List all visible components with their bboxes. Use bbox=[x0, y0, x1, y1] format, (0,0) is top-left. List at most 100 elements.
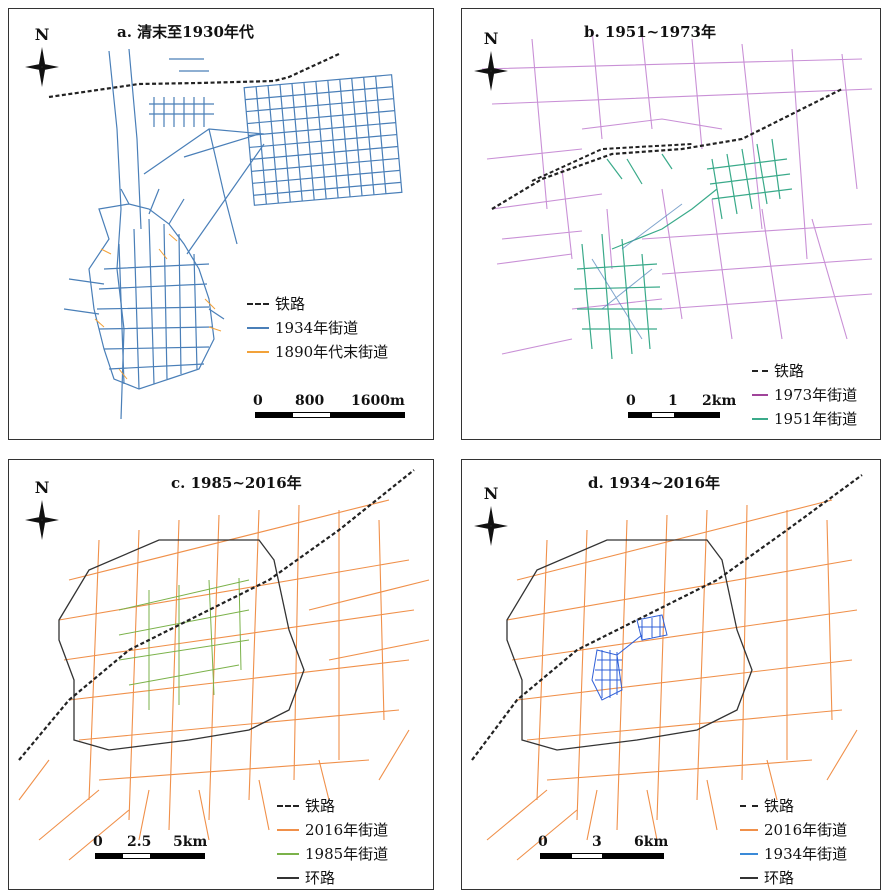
north-arrow: N bbox=[474, 484, 508, 546]
legend-label: 铁路 bbox=[275, 295, 306, 313]
street-map-a bbox=[48, 48, 403, 420]
scale-label-1: 2.5 bbox=[127, 834, 152, 850]
railway-line bbox=[491, 88, 843, 210]
scale-label-2: 5km bbox=[173, 834, 208, 850]
legend-item-1934: 1934年街道 bbox=[740, 842, 847, 866]
legend-item-2016: 2016年街道 bbox=[277, 818, 388, 842]
legend-label: 1985年街道 bbox=[305, 845, 389, 863]
north-arrow: N bbox=[474, 29, 508, 91]
compass-icon bbox=[474, 51, 508, 91]
north-arrow: N bbox=[25, 25, 59, 87]
map-panel-c: c. 1985~2016年 N 铁路 2016年街道 1985年街道 环路 0 … bbox=[8, 459, 434, 890]
compass-icon bbox=[25, 47, 59, 87]
legend-item-ring: 环路 bbox=[740, 866, 847, 890]
ring-road bbox=[506, 539, 753, 751]
legend-item-1973: 1973年街道 bbox=[752, 383, 857, 407]
legend-label: 铁路 bbox=[305, 797, 336, 815]
scale-label-2: 2km bbox=[702, 393, 737, 409]
north-arrow: N bbox=[25, 478, 59, 540]
north-label: N bbox=[34, 25, 50, 44]
railway-spur bbox=[531, 143, 693, 182]
scale-label-1: 800 bbox=[295, 393, 325, 409]
legend-label: 2016年街道 bbox=[305, 821, 389, 839]
railway-swatch bbox=[247, 303, 269, 305]
streets-1890-swatch bbox=[247, 351, 269, 353]
legend-item-railway: 铁路 bbox=[740, 794, 847, 818]
legend-item-1934: 1934年街道 bbox=[247, 316, 388, 340]
scale-bar: 0 3 6km bbox=[538, 834, 688, 864]
panel-title: b. 1951~1973年 bbox=[584, 23, 716, 41]
scale-label-1: 3 bbox=[592, 834, 602, 850]
compass-icon bbox=[25, 500, 59, 540]
scale-label-2: 6km bbox=[634, 834, 669, 850]
legend-label: 2016年街道 bbox=[764, 821, 848, 839]
railway-swatch bbox=[740, 805, 758, 807]
street-map-d bbox=[471, 474, 863, 861]
legend-label: 1973年街道 bbox=[774, 386, 858, 404]
legend-item-1951: 1951年街道 bbox=[752, 407, 857, 431]
scale-label-0: 0 bbox=[253, 393, 263, 409]
legend-label: 铁路 bbox=[764, 797, 795, 815]
legend-label: 环路 bbox=[764, 869, 795, 887]
streets-1985-swatch bbox=[277, 853, 299, 855]
scale-label-0: 0 bbox=[538, 834, 548, 850]
legend-item-ring: 环路 bbox=[277, 866, 388, 890]
legend-label: 1890年代末街道 bbox=[275, 343, 389, 361]
scale-label-1: 1 bbox=[668, 393, 678, 409]
legend-label: 环路 bbox=[305, 869, 336, 887]
streets-1951-b bbox=[573, 138, 793, 360]
legend-item-railway: 铁路 bbox=[277, 794, 388, 818]
ring-road bbox=[58, 539, 305, 751]
map-panel-d: d. 1934~2016年 N 铁路 2016年街道 1934年街道 环路 0 … bbox=[461, 459, 881, 890]
scale-label-0: 0 bbox=[93, 834, 103, 850]
scale-label-0: 0 bbox=[626, 393, 636, 409]
legend: 铁路 2016年街道 1934年街道 环路 bbox=[740, 794, 847, 890]
streets-2016-swatch bbox=[277, 829, 299, 831]
railway-line bbox=[471, 474, 863, 761]
scale-bar: 0 1 2km bbox=[622, 393, 752, 423]
legend: 铁路 2016年街道 1985年街道 环路 bbox=[277, 794, 388, 890]
street-map-c bbox=[18, 469, 430, 861]
streets-1973-b bbox=[481, 28, 873, 355]
map-panel-b: b. 1951~1973年 N 铁路 1973年街道 1951年街道 0 1 2… bbox=[461, 8, 881, 440]
railway-line bbox=[48, 53, 340, 99]
streets-1934-d bbox=[591, 614, 668, 701]
legend-item-2016: 2016年街道 bbox=[740, 818, 847, 842]
panel-title: a. 清末至1930年代 bbox=[117, 23, 254, 41]
streets-2016-c bbox=[18, 499, 430, 861]
north-label: N bbox=[34, 478, 50, 497]
north-label: N bbox=[483, 29, 499, 48]
scale-bar: 0 800 1600m bbox=[253, 393, 413, 423]
legend-label: 1934年街道 bbox=[764, 845, 848, 863]
legend-label: 1951年街道 bbox=[774, 410, 858, 428]
legend-label: 铁路 bbox=[774, 362, 805, 380]
streets-1934-a bbox=[63, 48, 403, 420]
streets-1934-swatch bbox=[740, 853, 758, 855]
legend: 铁路 1934年街道 1890年代末街道 bbox=[247, 292, 388, 364]
streets-1951-swatch bbox=[752, 418, 768, 420]
scale-label-2: 1600m bbox=[351, 393, 405, 409]
compass-icon bbox=[474, 506, 508, 546]
streets-1985-c bbox=[118, 577, 250, 710]
streets-1934-swatch bbox=[247, 327, 269, 329]
railway-swatch bbox=[752, 370, 768, 372]
ring-road-swatch bbox=[740, 877, 758, 879]
legend-item-railway: 铁路 bbox=[752, 359, 857, 383]
street-map-b bbox=[481, 28, 873, 360]
panel-title: d. 1934~2016年 bbox=[588, 474, 720, 492]
scale-bar: 0 2.5 5km bbox=[93, 834, 233, 864]
legend-item-1985: 1985年街道 bbox=[277, 842, 388, 866]
railway-line bbox=[18, 469, 415, 761]
ring-road-swatch bbox=[277, 877, 299, 879]
streets-2016-swatch bbox=[740, 829, 758, 831]
north-label: N bbox=[483, 484, 499, 503]
railway-swatch bbox=[277, 805, 299, 807]
map-panel-a: a. 清末至1930年代 N 铁路 1934年街道 1890年代末街道 0 80… bbox=[8, 8, 434, 440]
panel-title: c. 1985~2016年 bbox=[171, 474, 302, 492]
legend-item-railway: 铁路 bbox=[247, 292, 388, 316]
streets-1973-swatch bbox=[752, 394, 768, 396]
legend-label: 1934年街道 bbox=[275, 319, 359, 337]
legend: 铁路 1973年街道 1951年街道 bbox=[752, 359, 857, 431]
legend-item-1890: 1890年代末街道 bbox=[247, 340, 388, 364]
streets-1890-a bbox=[94, 233, 222, 380]
